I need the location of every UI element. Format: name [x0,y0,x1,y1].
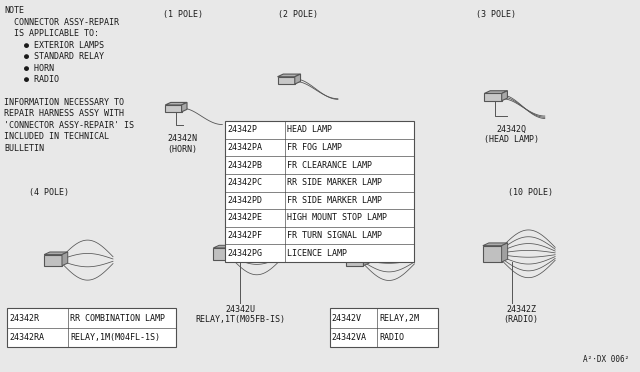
Text: RADIO: RADIO [380,333,404,342]
Polygon shape [231,245,237,260]
Text: FR SIDE MARKER LAMP: FR SIDE MARKER LAMP [287,196,381,205]
Bar [330,308,438,347]
Text: 24342RA: 24342RA [9,333,44,342]
Polygon shape [502,91,508,101]
Polygon shape [165,102,187,105]
Text: 24342Q
(HEAD LAMP): 24342Q (HEAD LAMP) [484,125,539,144]
Text: 24342PE: 24342PE [227,214,262,222]
Text: 24342PG: 24342PG [227,248,262,258]
Text: 24342U
RELAY,1T(M05FB-IS): 24342U RELAY,1T(M05FB-IS) [195,305,285,324]
Text: 24342P: 24342P [227,125,257,134]
Polygon shape [502,243,508,262]
Text: 24342Z
(RADIO): 24342Z (RADIO) [504,305,539,324]
Polygon shape [213,245,237,248]
Polygon shape [484,91,508,93]
Text: (1 POLE): (1 POLE) [163,10,203,19]
Bar [278,77,295,84]
Polygon shape [483,243,508,246]
Polygon shape [364,250,369,266]
Bar [7,308,176,347]
Text: RELAY,1M(M04FL-1S): RELAY,1M(M04FL-1S) [70,333,160,342]
Text: 24342PB: 24342PB [227,161,262,170]
Text: (6 POLE): (6 POLE) [362,188,401,197]
Bar [484,93,502,101]
Text: 24342PD: 24342PD [227,196,262,205]
Text: RR COMBINATION LAMP: RR COMBINATION LAMP [70,314,165,323]
Text: FR FOG LAMP: FR FOG LAMP [287,143,342,152]
Bar [213,248,231,260]
Text: 24342PA: 24342PA [227,143,262,152]
Bar [44,254,62,266]
Bar [165,105,182,112]
Text: RR SIDE MARKER LAMP: RR SIDE MARKER LAMP [287,178,381,187]
Text: 24342PC: 24342PC [227,178,262,187]
Text: 24342N
(HORN): 24342N (HORN) [168,134,198,154]
Text: RELAY,2M: RELAY,2M [380,314,419,323]
Text: (4 POLE): (4 POLE) [29,188,69,197]
Text: (2 POLE): (2 POLE) [278,10,317,19]
Text: A²·DX 006²: A²·DX 006² [584,355,630,364]
Text: 24342PF: 24342PF [227,231,262,240]
Text: 24342R: 24342R [9,314,39,323]
Bar [225,121,414,262]
Text: FR CLEARANCE LAMP: FR CLEARANCE LAMP [287,161,372,170]
Text: HIGH MOUNT STOP LAMP: HIGH MOUNT STOP LAMP [287,214,387,222]
Bar [483,246,502,262]
Text: (3 POLE): (3 POLE) [476,10,516,19]
Polygon shape [278,74,301,77]
Text: 24342V: 24342V [332,314,362,323]
Bar [346,252,364,266]
Text: LICENCE LAMP: LICENCE LAMP [287,248,347,258]
Polygon shape [44,252,68,254]
Text: 24342VA: 24342VA [332,333,367,342]
Text: (10 POLE): (10 POLE) [508,188,554,197]
Polygon shape [346,250,369,252]
Polygon shape [295,74,301,84]
Text: (5 POLE): (5 POLE) [227,188,268,197]
Text: NOTE
  CONNECTOR ASSY-REPAIR
  IS APPLICABLE TO:
    ● EXTERIOR LAMPS
    ● STAN: NOTE CONNECTOR ASSY-REPAIR IS APPLICABLE… [4,6,134,153]
Text: HEAD LAMP: HEAD LAMP [287,125,332,134]
Polygon shape [182,102,187,112]
Text: FR TURN SIGNAL LAMP: FR TURN SIGNAL LAMP [287,231,381,240]
Polygon shape [62,252,68,266]
